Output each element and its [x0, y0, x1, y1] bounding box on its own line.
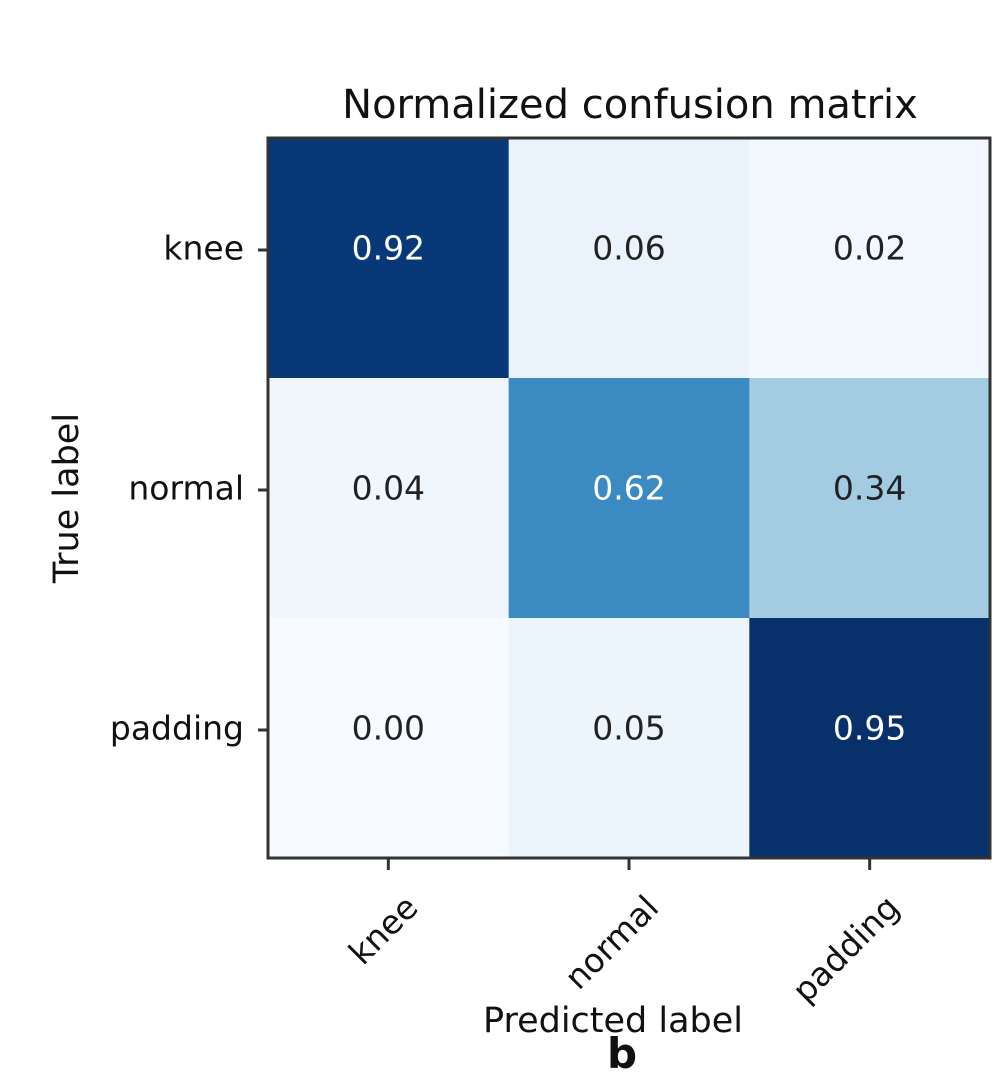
heatmap-cell-padding-knee: [268, 618, 510, 859]
cell-value-padding-padding: 0.95: [833, 709, 906, 748]
heatmap-cell-knee-knee: [268, 138, 510, 379]
cell-value-normal-padding: 0.34: [833, 469, 906, 508]
cell-value-knee-padding: 0.02: [833, 229, 906, 268]
cell-value-normal-normal: 0.62: [592, 469, 665, 508]
heatmap-cell-normal-padding: [749, 378, 991, 619]
x-axis-label: Predicted label: [483, 1001, 743, 1041]
y-tick-label-padding: padding: [110, 709, 244, 748]
y-tick-label-knee: knee: [163, 229, 244, 268]
x-tick-label-padding: padding: [784, 888, 906, 1010]
x-tick-label-knee: knee: [341, 888, 426, 973]
heatmap-cell-knee-padding: [749, 138, 991, 379]
cell-value-knee-knee: 0.92: [352, 229, 425, 268]
y-axis-label: True label: [47, 413, 87, 584]
chart-title: Normalized confusion matrix: [342, 82, 918, 128]
cell-value-padding-normal: 0.05: [592, 709, 665, 748]
y-tick-label-normal: normal: [128, 469, 244, 508]
cell-value-knee-normal: 0.06: [592, 229, 665, 268]
heatmap-cell-labels: 0.92 0.06 0.02 0.04 0.62 0.34 0.00 0.05 0.95: [352, 229, 907, 748]
heatmap-cell-padding-padding: [749, 618, 991, 859]
heatmap-cells: [268, 138, 991, 859]
heatmap-cell-normal-normal: [508, 378, 750, 619]
heatmap-cell-knee-normal: [508, 138, 750, 379]
cell-value-padding-knee: 0.00: [352, 709, 425, 748]
heatmap-cell-padding-normal: [508, 618, 750, 859]
x-axis-ticks: knee normal padding: [341, 858, 907, 1010]
cell-value-normal-knee: 0.04: [352, 469, 425, 508]
heatmap-cell-normal-knee: [268, 378, 510, 619]
x-tick-label-normal: normal: [557, 888, 666, 997]
y-axis-ticks: knee normal padding: [110, 229, 268, 748]
panel-label: b: [607, 1029, 637, 1078]
